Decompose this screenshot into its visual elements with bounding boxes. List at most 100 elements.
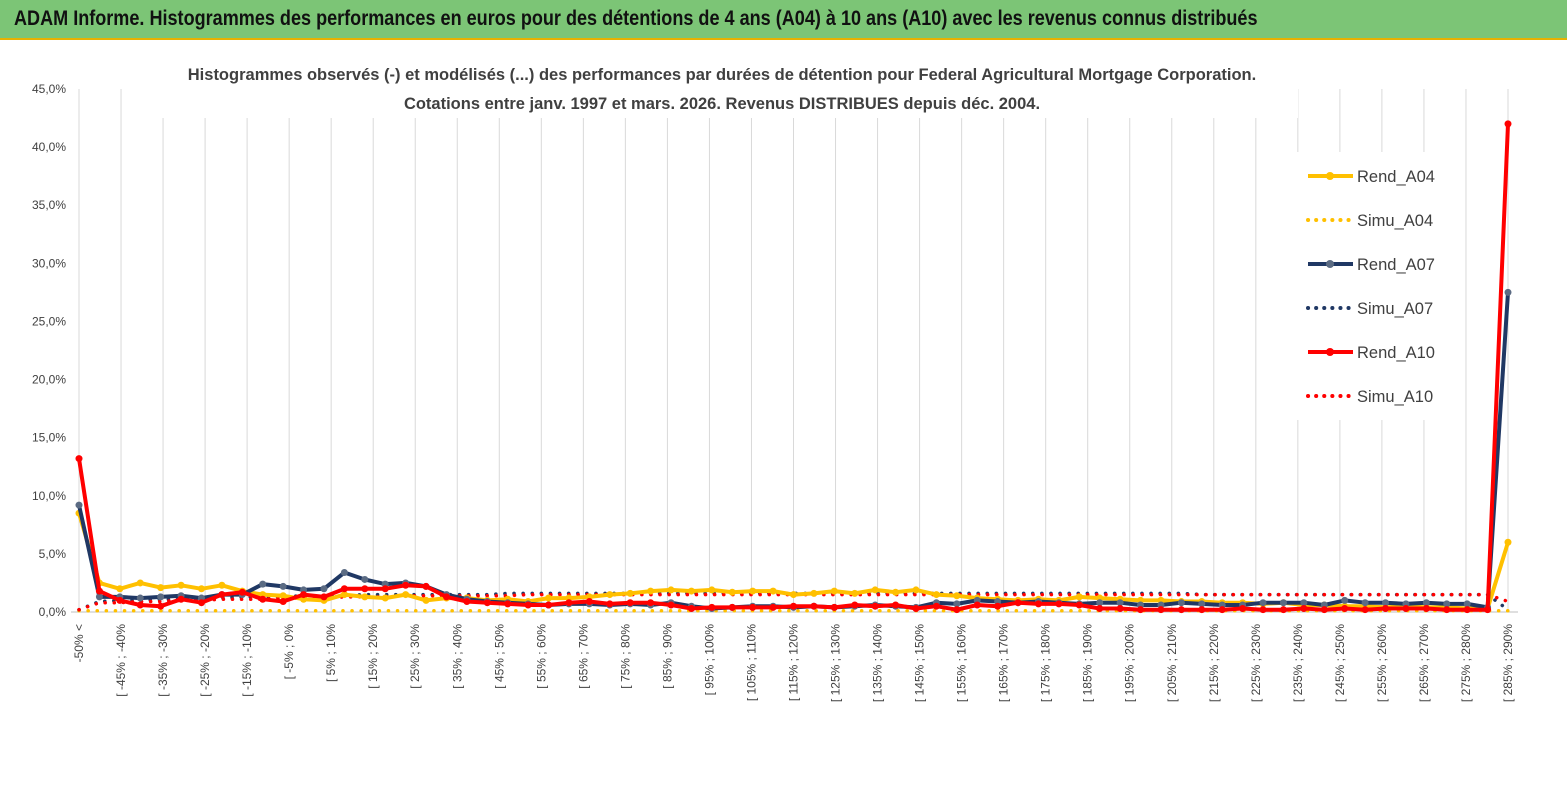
y-tick-label: 35,0%	[32, 198, 66, 212]
data-point	[1116, 599, 1124, 607]
data-point	[259, 595, 267, 603]
y-tick-label: 25,0%	[32, 314, 66, 328]
data-point	[851, 601, 859, 609]
legend-item: Rend_A04	[1308, 168, 1435, 186]
data-point	[361, 585, 369, 593]
data-point	[1504, 120, 1512, 128]
data-point	[340, 591, 348, 599]
y-tick-label: 40,0%	[32, 140, 66, 154]
x-tick-label: [ 75% ; 80%	[618, 624, 632, 689]
data-point	[626, 599, 634, 607]
data-point	[320, 585, 328, 593]
data-point	[912, 605, 920, 613]
title-background	[150, 58, 1298, 118]
data-point	[1422, 599, 1430, 607]
data-point	[851, 589, 859, 597]
data-point	[340, 568, 348, 576]
x-tick-label: [ -15% ; -10%	[240, 624, 254, 697]
data-point	[647, 599, 655, 607]
data-point	[75, 501, 83, 509]
data-point	[606, 591, 614, 599]
data-point	[136, 579, 144, 587]
x-tick-label: [ -5% ; 0%	[282, 624, 296, 680]
chart-container: 0,0% 5,0% 10,0% 15,0% 20,0% 25,0% 30,0% 35,0% 40…	[0, 40, 1567, 789]
data-point	[483, 599, 491, 607]
data-point	[1075, 601, 1083, 609]
data-point	[1463, 606, 1471, 614]
data-point	[687, 605, 695, 613]
data-point	[749, 587, 757, 595]
data-point	[1504, 538, 1512, 546]
data-point	[177, 581, 185, 589]
x-tick-label: [ 105% ; 110%	[744, 624, 758, 701]
data-point	[830, 587, 838, 595]
data-point	[1422, 605, 1430, 613]
legend-label: Rend_A04	[1357, 168, 1435, 186]
x-tick-label: [ 125% ; 130%	[829, 624, 843, 702]
x-tick-label: [ 245% ; 250%	[1333, 624, 1347, 702]
line-chart: 0,0% 5,0% 10,0% 15,0% 20,0% 25,0% 30,0% 35,0% 40…	[0, 40, 1567, 789]
legend-item: Rend_A07	[1308, 256, 1435, 274]
data-point	[136, 594, 144, 602]
chart-axes: 0,0% 5,0% 10,0% 15,0% 20,0% 25,0% 30,0% 35,0% 40…	[32, 82, 1518, 702]
data-point	[1198, 606, 1206, 614]
data-point	[422, 596, 430, 604]
data-point	[871, 602, 879, 610]
data-point	[708, 586, 716, 594]
data-point	[116, 585, 124, 593]
data-point	[545, 601, 553, 609]
chart-series	[75, 120, 1512, 614]
legend-item: Rend_A10	[1308, 344, 1435, 362]
y-tick-label: 30,0%	[32, 256, 66, 270]
x-tick-label: [ 25% ; 30%	[408, 624, 422, 689]
data-point	[1034, 600, 1042, 608]
data-point	[136, 601, 144, 609]
data-point	[790, 591, 797, 599]
data-point	[626, 589, 634, 597]
x-tick-label: [ 95% ; 100%	[702, 624, 716, 696]
data-point	[647, 587, 655, 595]
data-point	[892, 588, 900, 596]
data-point	[1198, 600, 1206, 608]
data-point	[1484, 606, 1492, 614]
data-point	[116, 596, 124, 604]
data-point	[157, 593, 165, 601]
data-point	[279, 598, 287, 606]
x-tick-label: [ -25% ; -20%	[198, 624, 212, 697]
data-point	[545, 594, 553, 602]
y-tick-label: 0,0%	[39, 605, 67, 619]
page-title: ADAM Informe. Histogrammes des performan…	[14, 7, 1258, 30]
data-point	[463, 598, 471, 606]
data-point	[361, 575, 369, 583]
x-tick-label: [ 285% ; 290%	[1501, 624, 1515, 702]
x-tick-label: [ 115% ; 120%	[787, 624, 801, 701]
data-point	[1096, 605, 1104, 613]
data-point	[973, 601, 981, 609]
data-point	[1443, 606, 1451, 614]
data-point	[279, 592, 287, 600]
data-point	[892, 601, 900, 609]
legend-label: Simu_A10	[1357, 388, 1433, 406]
x-tick-label: [ 235% ; 240%	[1291, 624, 1305, 702]
data-point	[749, 603, 757, 611]
x-tick-label: [ 35% ; 40%	[450, 624, 464, 689]
data-point	[728, 588, 736, 596]
data-point	[402, 591, 410, 599]
legend-label: Simu_A07	[1357, 300, 1433, 318]
data-point	[402, 581, 410, 589]
y-tick-label: 10,0%	[32, 489, 66, 503]
data-point	[320, 593, 328, 601]
data-point	[340, 585, 348, 593]
data-point	[667, 601, 675, 609]
data-point	[769, 603, 777, 611]
data-point	[95, 587, 103, 595]
data-point	[1218, 606, 1226, 614]
data-point	[1279, 606, 1287, 614]
data-point	[1177, 606, 1185, 614]
data-point	[769, 587, 777, 595]
series-simu-a10	[77, 592, 1510, 612]
data-point	[932, 591, 940, 599]
data-point	[1300, 605, 1308, 613]
data-point	[300, 591, 308, 599]
data-point	[524, 601, 532, 609]
